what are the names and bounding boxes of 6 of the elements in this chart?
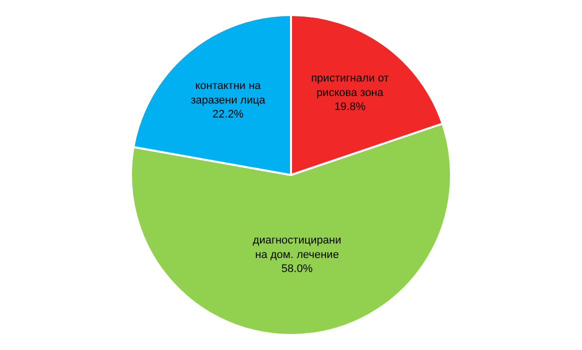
data-label: 22.2% [212,108,244,121]
slice-label: диагностицирани на дом. лечение [252,234,342,261]
data-label: 58.0% [281,263,313,276]
slice-label: пристигнали от рискова зона [311,72,389,99]
data-label: 19.8% [334,101,366,114]
slice-label: контактни на заразени лица [190,80,266,106]
